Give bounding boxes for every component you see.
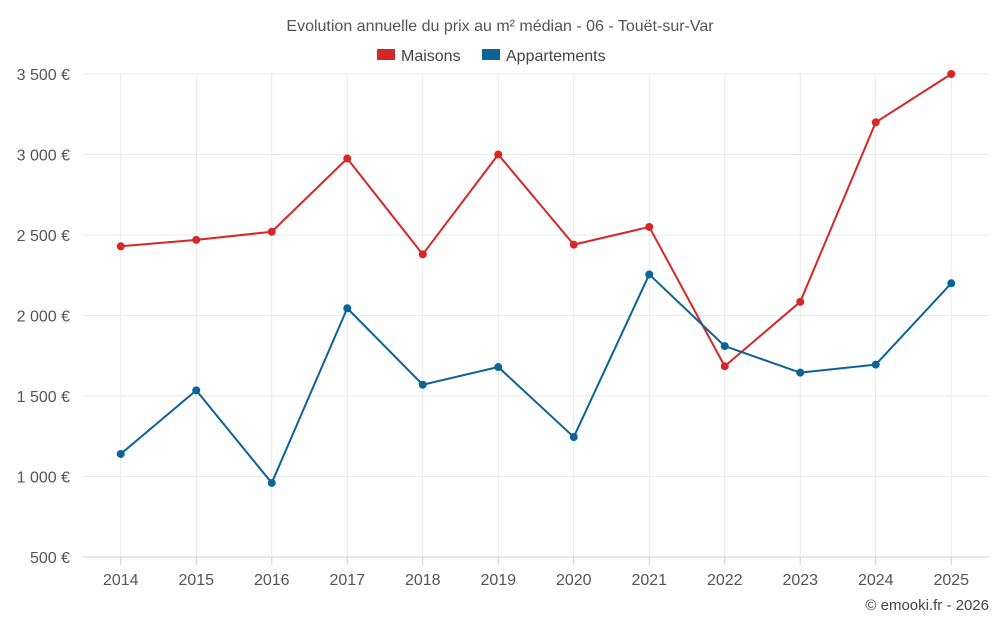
x-tick-label: 2016 — [254, 572, 290, 589]
x-tick-label: 2022 — [707, 572, 743, 589]
chart-title: Evolution annuelle du prix au m² médian … — [286, 18, 714, 35]
data-point-maisons[interactable] — [720, 362, 729, 371]
y-tick-label: 3 500 € — [17, 67, 70, 84]
x-tick-label: 2023 — [782, 572, 818, 589]
data-point-maisons[interactable] — [116, 242, 125, 251]
y-tick-label: 3 000 € — [17, 148, 70, 165]
x-tick-label: 2014 — [103, 572, 139, 589]
x-tick-label: 2015 — [178, 572, 214, 589]
y-axis: 500 € 1 000 € 1 500 € 2 000 € 2 500 € 3 000 €… — [17, 67, 70, 567]
data-point-appartements[interactable] — [418, 380, 427, 389]
data-point-appartements[interactable] — [267, 478, 276, 487]
x-tick-label: 2018 — [405, 572, 441, 589]
series-layer — [116, 70, 956, 487]
x-tick-label: 2025 — [933, 572, 969, 589]
data-point-maisons[interactable] — [418, 250, 427, 259]
y-tick-label: 1 500 € — [17, 389, 70, 406]
data-point-appartements[interactable] — [116, 449, 125, 458]
grid — [83, 73, 989, 557]
data-point-maisons[interactable] — [871, 118, 880, 127]
legend-swatch-maisons — [377, 49, 395, 60]
credit-text: © emooki.fr - 2026 — [865, 597, 989, 614]
x-tick-label: 2024 — [858, 572, 894, 589]
data-point-maisons[interactable] — [569, 240, 578, 249]
data-point-maisons[interactable] — [947, 70, 956, 78]
data-point-maisons[interactable] — [796, 297, 805, 306]
x-tick-label: 2019 — [480, 572, 516, 589]
x-tick-label: 2021 — [631, 572, 667, 589]
legend-label-appartements[interactable]: Appartements — [506, 48, 606, 65]
data-point-maisons[interactable] — [192, 235, 201, 244]
y-tick-label: 2 000 € — [17, 309, 70, 326]
data-point-maisons[interactable] — [494, 150, 503, 159]
data-point-appartements[interactable] — [192, 386, 201, 395]
x-tick-label: 2020 — [556, 572, 592, 589]
data-point-appartements[interactable] — [569, 433, 578, 442]
data-point-appartements[interactable] — [494, 363, 503, 372]
series-line-maisons — [120, 73, 952, 368]
data-point-appartements[interactable] — [343, 304, 352, 313]
data-point-appartements[interactable] — [796, 368, 805, 377]
data-point-maisons[interactable] — [267, 227, 276, 236]
data-point-appartements[interactable] — [720, 342, 729, 351]
y-tick-label: 500 € — [30, 550, 70, 567]
y-tick-label: 1 000 € — [17, 470, 70, 487]
x-tick-label: 2017 — [329, 572, 365, 589]
data-point-maisons[interactable] — [645, 222, 654, 231]
legend: Maisons Appartements — [377, 48, 606, 65]
data-point-appartements[interactable] — [871, 360, 880, 369]
data-point-maisons[interactable] — [343, 154, 352, 163]
legend-label-maisons[interactable]: Maisons — [401, 48, 461, 65]
y-tick-label: 2 500 € — [17, 228, 70, 245]
legend-swatch-appartements — [482, 49, 500, 60]
series-line-appartements — [120, 273, 952, 484]
x-axis: 2014 2015 2016 2017 2018 2019 2020 2021 2022 2023… — [83, 556, 989, 589]
data-point-appartements[interactable] — [947, 279, 956, 288]
data-point-appartements[interactable] — [645, 270, 654, 279]
